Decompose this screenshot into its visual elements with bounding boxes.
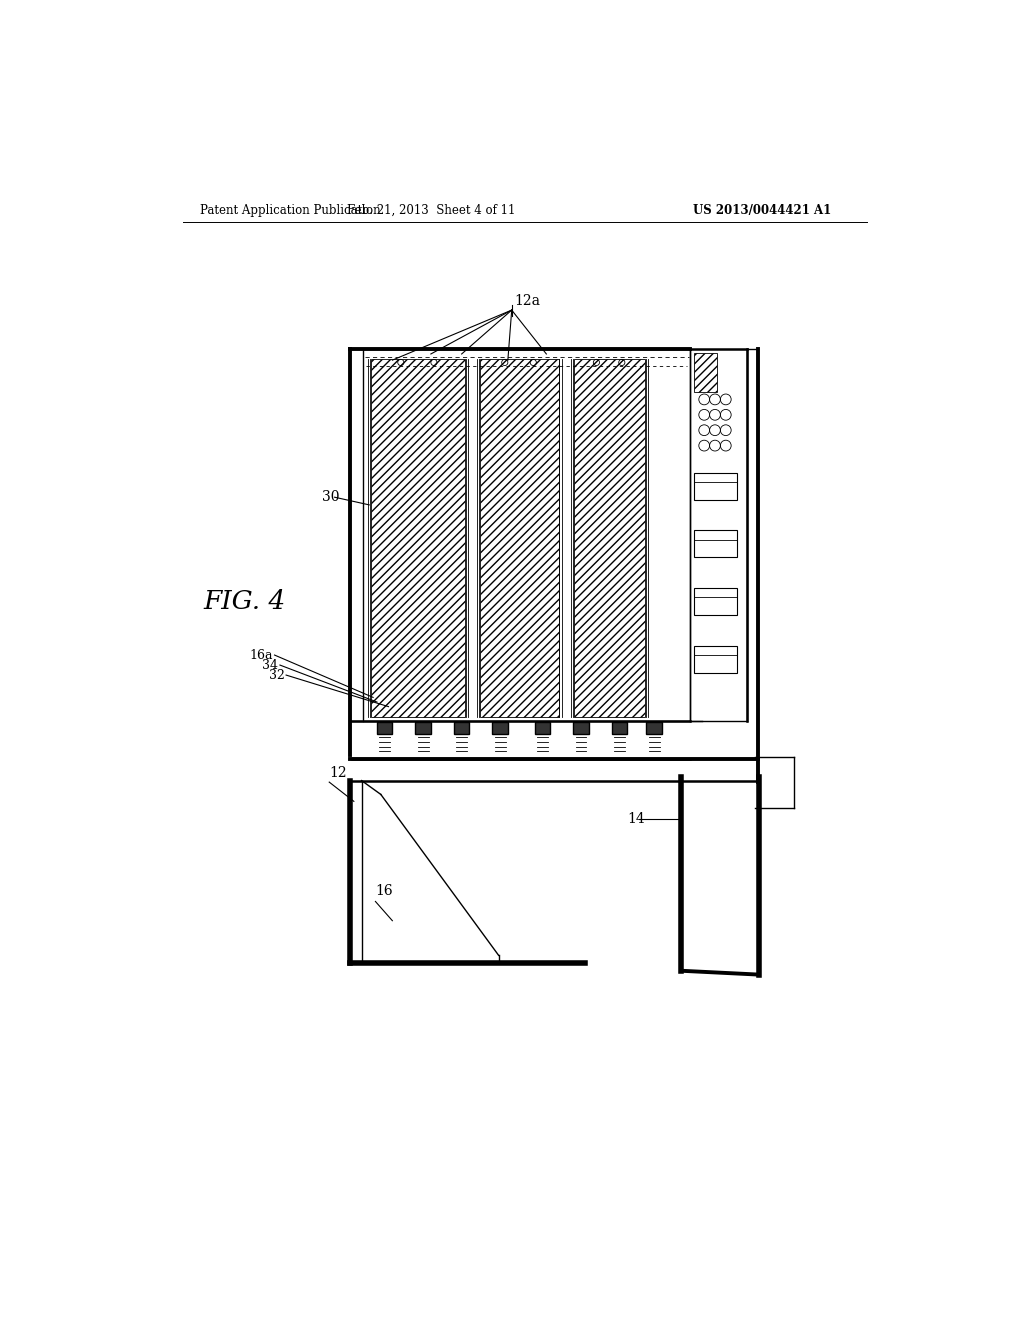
Text: 34: 34 [262, 659, 279, 672]
Bar [377, 722, 392, 734]
Bar [493, 722, 508, 734]
Text: 12: 12 [330, 766, 347, 780]
Bar [694, 645, 736, 673]
Text: Patent Application Publication: Patent Application Publication [200, 205, 381, 218]
Bar [646, 722, 662, 734]
Bar [694, 589, 736, 615]
Text: US 2013/0044421 A1: US 2013/0044421 A1 [692, 205, 830, 218]
Bar [371, 359, 465, 717]
Bar [480, 359, 559, 717]
Text: 14: 14 [628, 812, 645, 826]
Text: Feb. 21, 2013  Sheet 4 of 11: Feb. 21, 2013 Sheet 4 of 11 [347, 205, 515, 218]
Bar [694, 354, 717, 392]
Text: FIG. 4: FIG. 4 [204, 589, 286, 614]
Bar [694, 473, 736, 499]
Bar [694, 531, 736, 557]
Bar [611, 722, 628, 734]
Bar [535, 722, 550, 734]
Bar [573, 722, 589, 734]
Text: 16: 16 [376, 884, 393, 899]
Bar [454, 722, 469, 734]
Text: 32: 32 [268, 668, 285, 681]
Bar [574, 359, 645, 717]
Text: 30: 30 [322, 490, 339, 504]
Text: 16a: 16a [250, 648, 273, 661]
Bar [416, 722, 431, 734]
Text: 12a: 12a [514, 294, 540, 308]
